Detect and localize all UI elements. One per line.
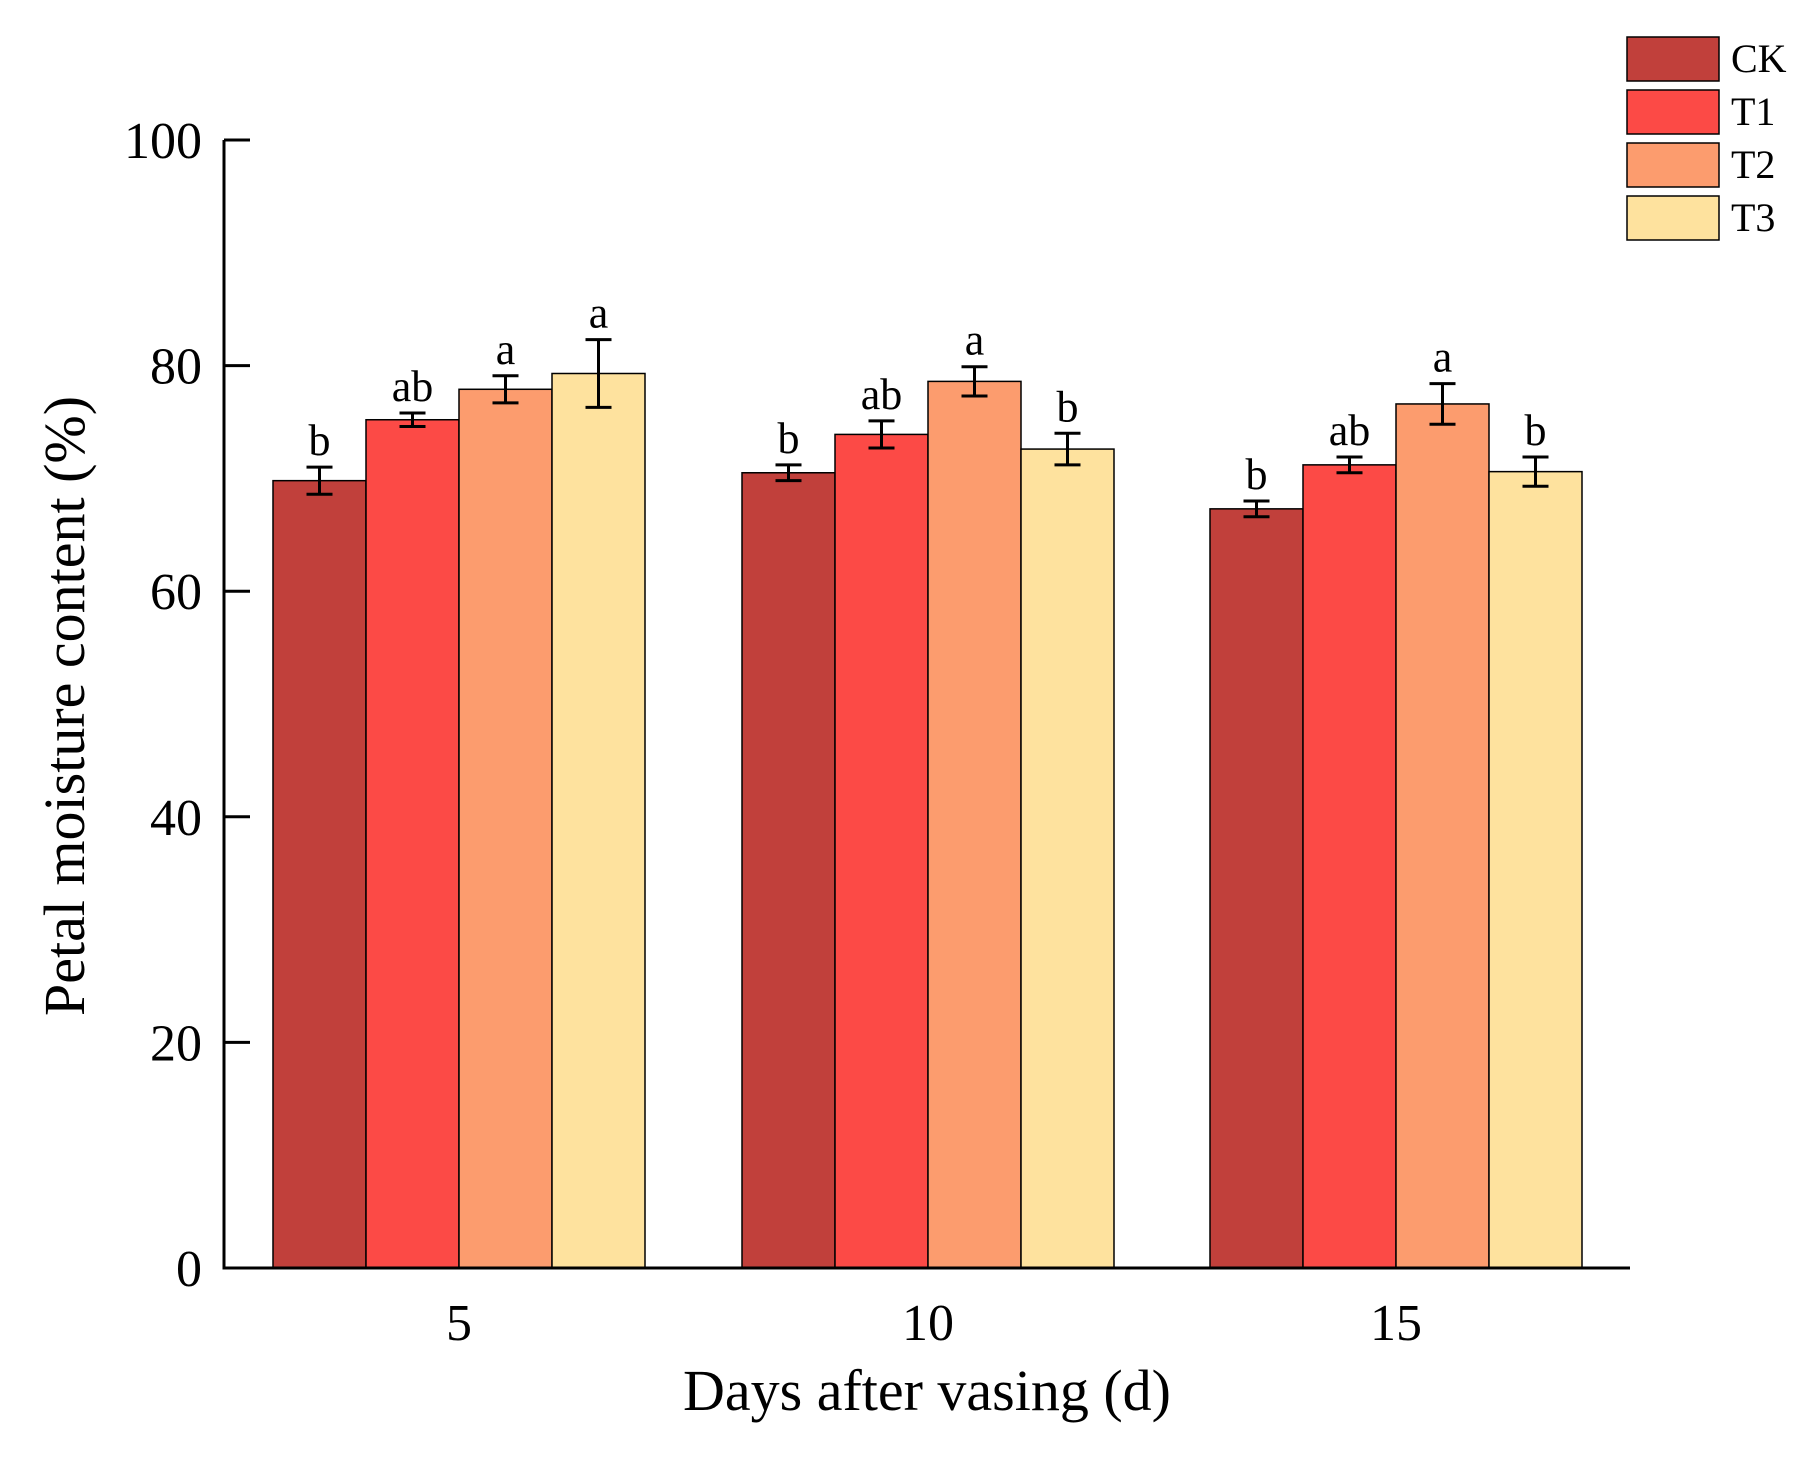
bar-ck-15	[1209, 508, 1304, 1269]
y-tick-label: 40	[150, 790, 202, 847]
bar-t3-10	[1020, 448, 1115, 1269]
legend-label: T1	[1731, 89, 1775, 134]
significance-letter: b	[1525, 406, 1547, 455]
legend-label: T3	[1731, 195, 1775, 240]
legend-swatch-t1	[1626, 89, 1720, 135]
significance-letter: a	[1433, 333, 1453, 382]
significance-letter: a	[965, 316, 985, 365]
significance-letter: b	[1057, 382, 1079, 431]
significance-letter: b	[309, 416, 331, 465]
bar-t1-15	[1302, 464, 1397, 1269]
legend-swatch-t3	[1626, 195, 1720, 241]
x-tick-label: 5	[446, 1295, 472, 1352]
bar-ck-10	[741, 472, 836, 1269]
legend-label: CK	[1731, 36, 1787, 81]
bar-t3-15	[1488, 470, 1583, 1269]
significance-letter: a	[589, 289, 609, 338]
bar-t1-10	[834, 433, 929, 1269]
significance-letter: ab	[1329, 406, 1371, 455]
significance-letter: b	[778, 414, 800, 463]
legend-swatch-t2	[1626, 142, 1720, 188]
x-tick-labels: 5 10 15	[446, 1295, 1422, 1352]
bar-t1-5	[365, 418, 460, 1269]
legend-swatch-ck	[1626, 36, 1720, 82]
significance-letter: a	[496, 325, 516, 374]
axes	[222, 140, 1630, 1270]
significance-letter: ab	[861, 370, 903, 419]
y-tick-label: 0	[176, 1241, 202, 1298]
significance-letter: ab	[392, 362, 434, 411]
legend: CK T1 T2 T3	[1626, 36, 1787, 241]
y-tick-label: 20	[150, 1015, 202, 1072]
x-tick-label: 10	[902, 1295, 954, 1352]
significance-letter: b	[1246, 450, 1268, 499]
bar-t2-15	[1395, 403, 1490, 1269]
legend-label: T2	[1731, 142, 1775, 187]
y-tick-label: 80	[150, 339, 202, 396]
bar-t2-10	[927, 380, 1022, 1269]
y-tick-label: 60	[150, 564, 202, 621]
bar-t3-5	[551, 372, 646, 1269]
bar-t2-5	[458, 388, 553, 1269]
y-tick-label: 100	[124, 113, 202, 170]
x-axis-label: Days after vasing (d)	[683, 1358, 1171, 1423]
bar-ck-5	[272, 479, 367, 1269]
y-ticks: 0 20 40 60 80 100	[124, 113, 250, 1298]
x-tick-label: 15	[1370, 1295, 1422, 1352]
y-axis-label: Petal moisture content (%)	[32, 396, 97, 1016]
